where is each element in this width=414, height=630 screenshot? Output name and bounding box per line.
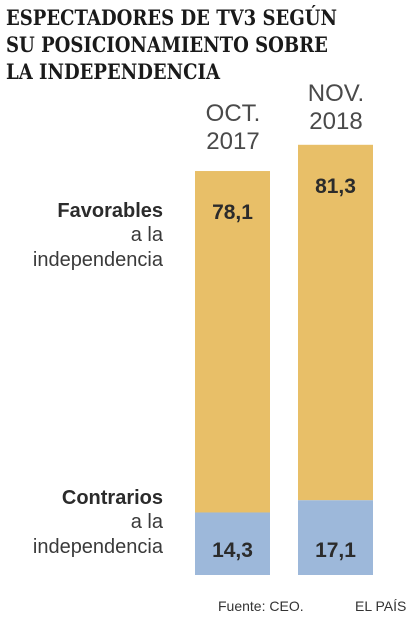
column-header-year: 2017: [206, 128, 260, 155]
bar-favorables-1: [298, 144, 373, 501]
column-header-oct-2017: OCT. 2017: [183, 100, 283, 156]
label-favorables-sub1: a la: [130, 224, 163, 246]
label-favorables: Favorables a la independencia: [33, 199, 163, 273]
label-contrarios-strong: Contrarios: [61, 487, 163, 509]
label-contrarios-sub2: independencia: [32, 536, 163, 558]
bar-favorables-0: [195, 171, 270, 513]
column-header-month: NOV.: [307, 80, 365, 107]
data-label-favorables-0: 78,1: [212, 201, 253, 224]
label-favorables-strong: Favorables: [57, 200, 163, 222]
data-label-favorables-1: 81,3: [315, 175, 356, 198]
chart-title: ESPECTADORES DE TV3 SEGÚN SU POSICIONAMI…: [6, 5, 338, 84]
bar-contrarios-1: [298, 500, 373, 575]
column-header-month: OCT.: [205, 100, 261, 127]
label-favorables-sub2: independencia: [32, 249, 163, 271]
column-header-year: 2018: [309, 108, 363, 135]
bar-contrarios-0: [195, 512, 270, 575]
label-contrarios-sub1: a la: [130, 511, 163, 533]
data-label-contrarios-1: 17,1: [315, 539, 356, 562]
brand-name: EL PAÍS: [355, 598, 407, 614]
column-header-nov-2018: NOV. 2018: [286, 80, 386, 136]
source-note: Fuente: CEO.: [218, 598, 304, 614]
data-label-contrarios-0: 14,3: [212, 539, 253, 562]
label-contrarios: Contrarios a la independencia: [33, 486, 163, 560]
